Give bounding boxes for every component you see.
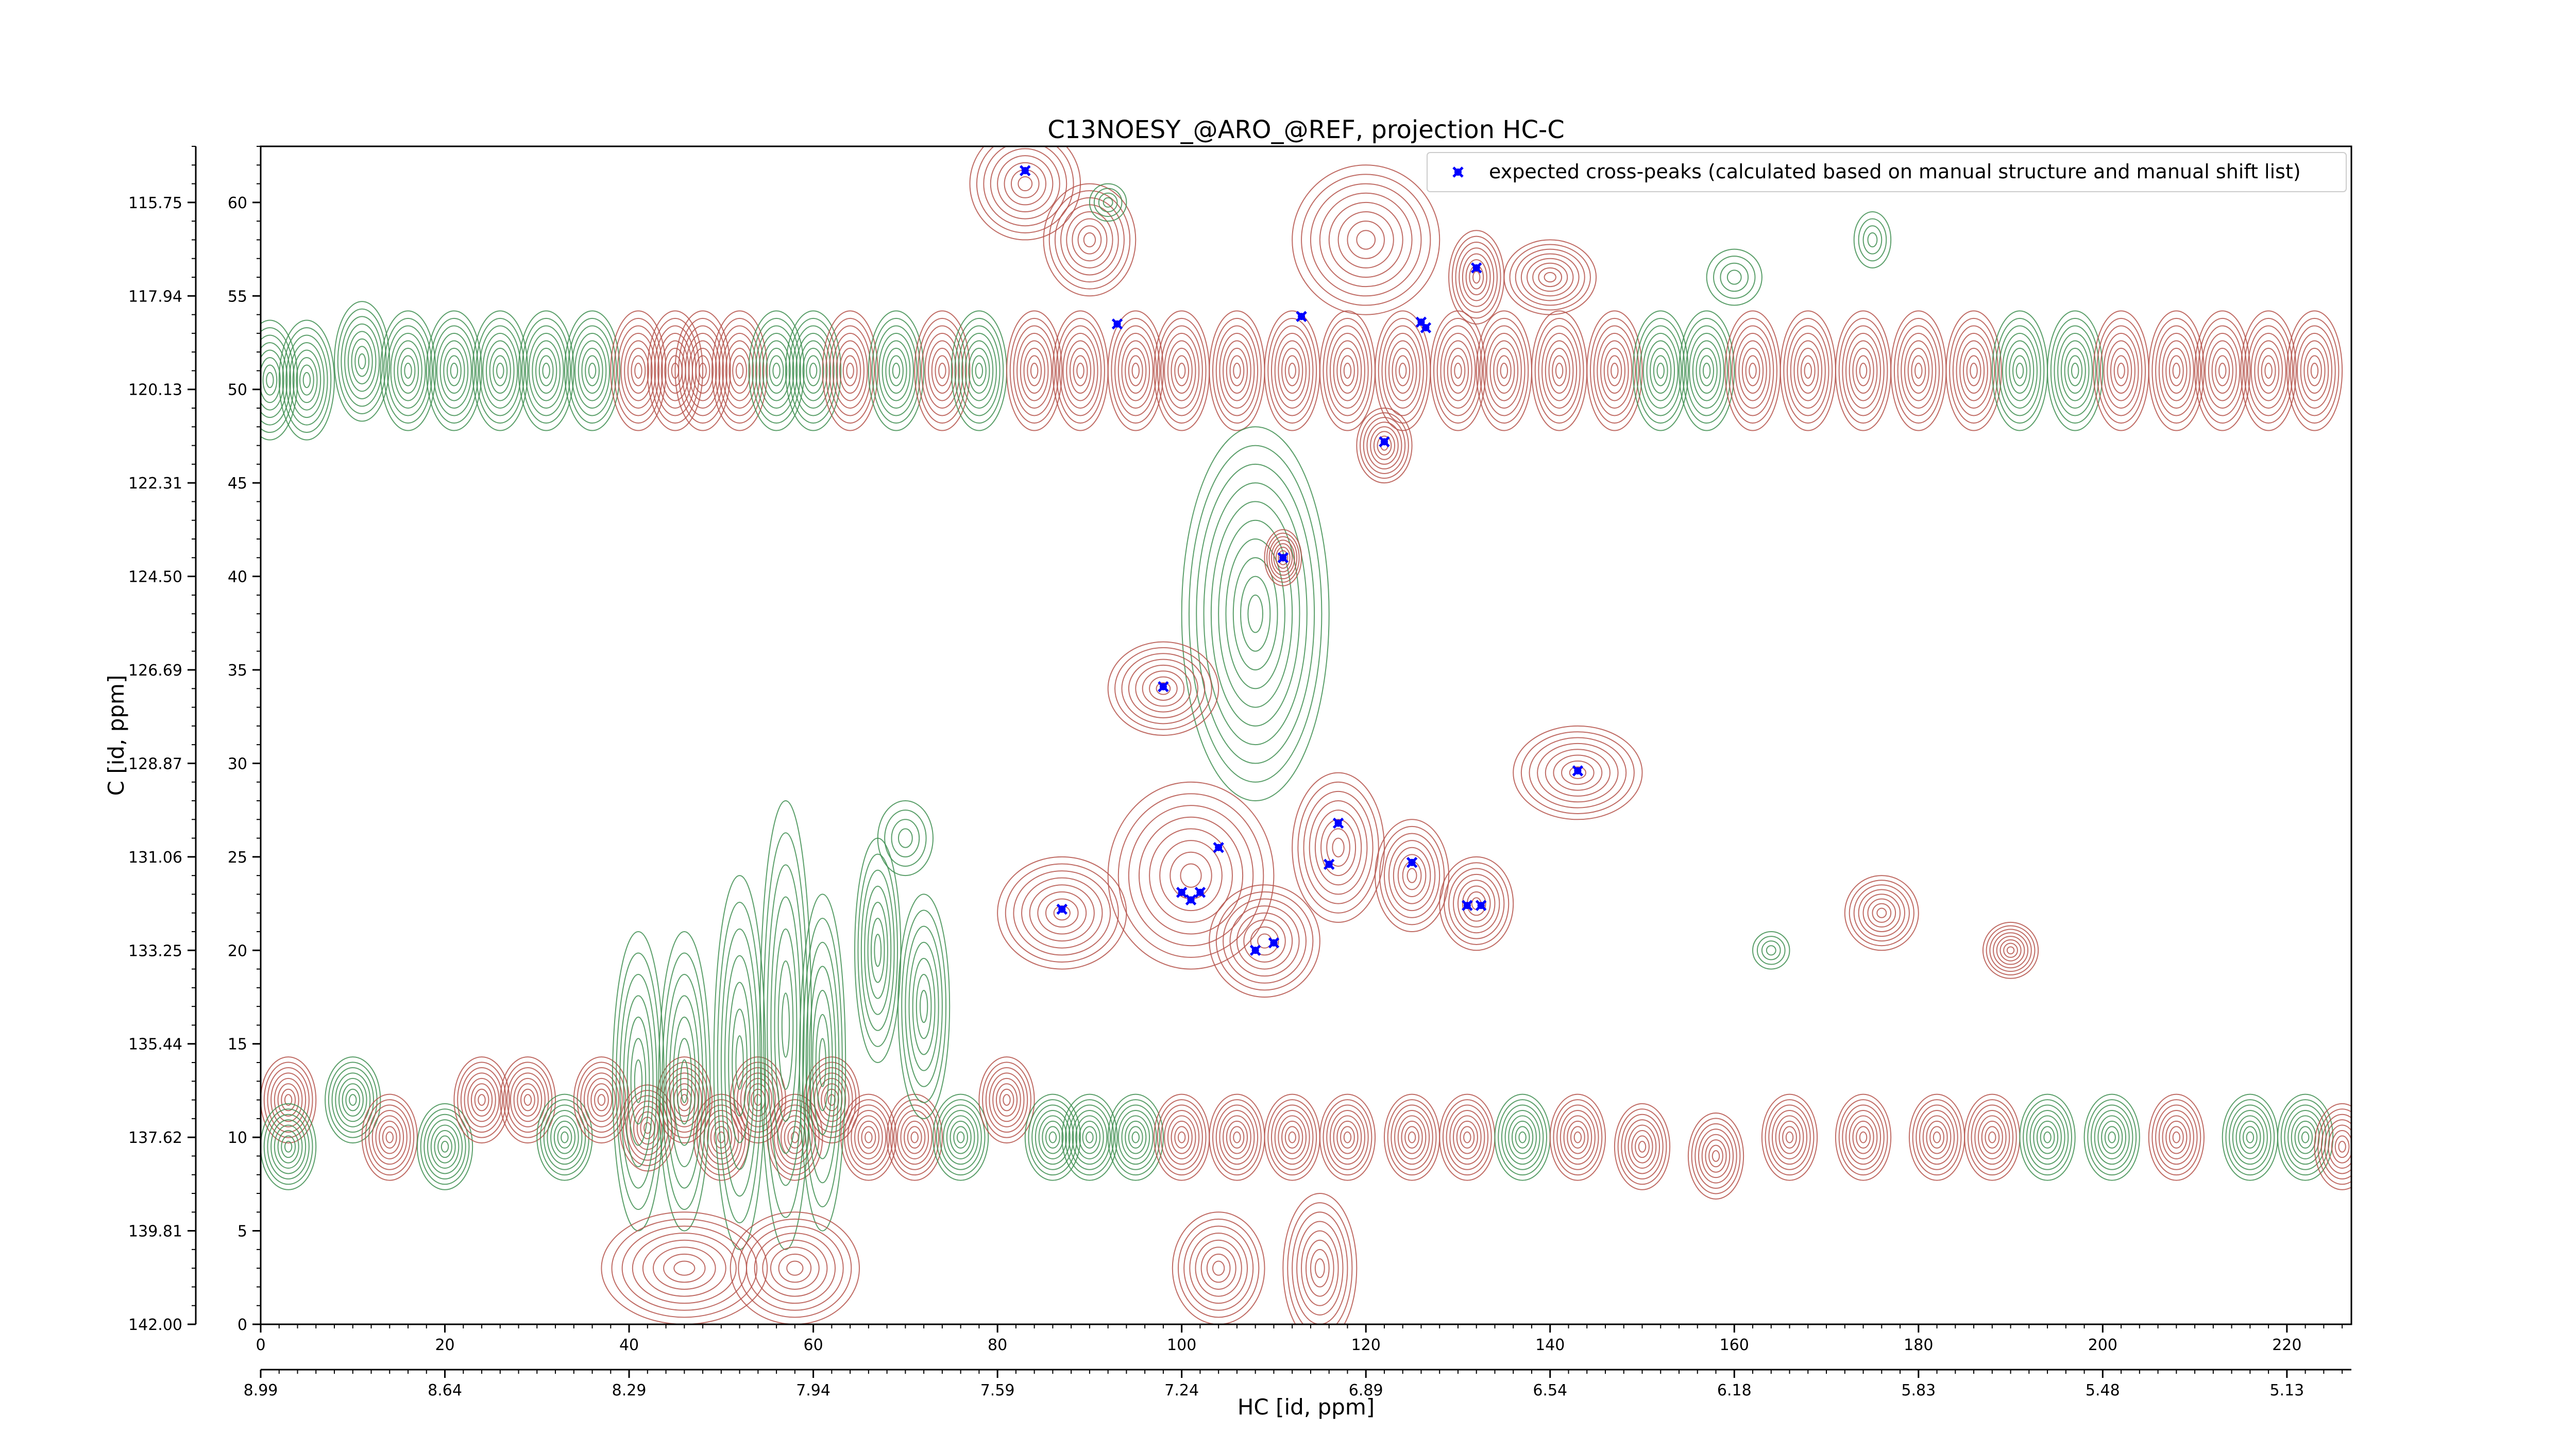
x-index-tick-label: 160 bbox=[1720, 1336, 1749, 1354]
x-index-tick-label: 200 bbox=[2088, 1336, 2117, 1354]
y-ppm-tick-label: 124.50 bbox=[128, 568, 182, 586]
y-index-tick-label: 60 bbox=[228, 194, 247, 212]
x-ppm-tick-label: 8.99 bbox=[244, 1381, 278, 1400]
y-index-tick-label: 0 bbox=[238, 1316, 247, 1334]
chart-title: C13NOESY_@ARO_@REF, projection HC-C bbox=[1047, 115, 1565, 144]
cross-peak-marker bbox=[1406, 856, 1418, 868]
cross-peak-marker bbox=[1323, 858, 1335, 870]
cross-peak-marker bbox=[1213, 841, 1224, 853]
cross-peak-marker bbox=[1268, 937, 1280, 949]
cross-peak-markers bbox=[1019, 165, 1584, 956]
cross-peak-marker bbox=[1470, 262, 1482, 274]
y-index-tick-label: 40 bbox=[228, 568, 247, 586]
plot-area-border bbox=[260, 145, 2352, 1325]
y-ppm-tick-label: 135.44 bbox=[128, 1036, 182, 1054]
x-ppm-tick-label: 5.83 bbox=[1901, 1381, 1936, 1400]
x-ppm-tick-label: 5.48 bbox=[2086, 1381, 2120, 1400]
y-ppm-tick-label: 133.25 bbox=[128, 942, 182, 960]
x-index-tick-label: 20 bbox=[435, 1336, 454, 1354]
cross-peak-marker bbox=[1111, 318, 1123, 330]
y-ppm-tick-label: 126.69 bbox=[128, 662, 182, 680]
y-index-tick-label: 35 bbox=[228, 662, 247, 680]
y-axis-label: C [id, ppm] bbox=[104, 675, 129, 796]
x-ppm-tick-label: 8.64 bbox=[428, 1381, 462, 1400]
y-index-tick-label: 45 bbox=[228, 475, 247, 493]
x-ppm-tick-label: 6.54 bbox=[1533, 1381, 1567, 1400]
y-ppm-tick-label: 131.06 bbox=[128, 849, 182, 867]
cross-peak-marker bbox=[1462, 900, 1473, 911]
x-ppm-tick-label: 5.13 bbox=[2269, 1381, 2304, 1400]
cross-peak-marker bbox=[1475, 900, 1487, 911]
y-ppm-tick-label: 120.13 bbox=[128, 381, 182, 399]
x-ppm-tick-label: 7.59 bbox=[980, 1381, 1015, 1400]
y-index-tick-label: 50 bbox=[228, 381, 247, 399]
x-index-tick-label: 40 bbox=[619, 1336, 639, 1354]
axes: 08.99208.64408.29607.94807.591007.241206… bbox=[128, 146, 2351, 1400]
cross-peak-marker bbox=[1176, 887, 1188, 898]
cross-peak-marker bbox=[1332, 817, 1344, 829]
x-index-tick-label: 180 bbox=[1904, 1336, 1933, 1354]
x-ppm-tick-label: 7.24 bbox=[1164, 1381, 1199, 1400]
y-index-tick-label: 55 bbox=[228, 288, 247, 306]
y-index-tick-label: 30 bbox=[228, 755, 247, 773]
cross-peak-marker bbox=[1296, 311, 1307, 322]
cross-peak-marker bbox=[1379, 436, 1390, 448]
y-ppm-tick-label: 139.81 bbox=[128, 1223, 182, 1241]
x-index-tick-label: 0 bbox=[256, 1336, 265, 1354]
legend-label: expected cross-peaks (calculated based o… bbox=[1489, 160, 2301, 183]
cross-peak-marker bbox=[1056, 903, 1068, 915]
legend-marker-symbol bbox=[1452, 166, 1464, 178]
x-ppm-tick-label: 6.89 bbox=[1349, 1381, 1383, 1400]
legend: expected cross-peaks (calculated based o… bbox=[1427, 152, 2347, 192]
x-index-tick-label: 60 bbox=[804, 1336, 823, 1354]
cross-peak-marker bbox=[1572, 765, 1584, 777]
y-ppm-tick-label: 122.31 bbox=[128, 475, 182, 493]
x-index-tick-label: 100 bbox=[1167, 1336, 1196, 1354]
legend-box bbox=[1427, 152, 2347, 192]
x-ppm-tick-label: 6.18 bbox=[1717, 1381, 1752, 1400]
x-index-tick-label: 140 bbox=[1535, 1336, 1565, 1354]
y-index-tick-label: 25 bbox=[228, 849, 247, 867]
cross-peak-marker bbox=[1194, 887, 1206, 898]
y-ppm-tick-label: 142.00 bbox=[128, 1316, 182, 1334]
cross-peak-marker bbox=[1185, 894, 1197, 906]
contour-map bbox=[261, 146, 2351, 1324]
y-index-tick-label: 10 bbox=[228, 1129, 247, 1147]
x-ppm-tick-label: 7.94 bbox=[796, 1381, 831, 1400]
y-ppm-tick-label: 128.87 bbox=[128, 755, 182, 773]
cross-peak-marker bbox=[1158, 681, 1169, 693]
cross-peak-marker bbox=[1249, 945, 1261, 956]
y-index-tick-label: 20 bbox=[228, 942, 247, 960]
legend-marker bbox=[1452, 166, 1464, 178]
y-ppm-tick-label: 137.62 bbox=[128, 1129, 182, 1147]
cross-peak-marker bbox=[1420, 322, 1432, 333]
x-index-tick-label: 80 bbox=[988, 1336, 1007, 1354]
y-index-tick-label: 15 bbox=[228, 1036, 247, 1054]
cross-peak-marker bbox=[1019, 165, 1031, 176]
y-index-tick-label: 5 bbox=[238, 1223, 247, 1241]
x-index-tick-label: 220 bbox=[2272, 1336, 2301, 1354]
plot-frame bbox=[260, 145, 2352, 1325]
x-index-tick-label: 120 bbox=[1351, 1336, 1381, 1354]
x-axis-label: HC [id, ppm] bbox=[1238, 1394, 1375, 1420]
y-ppm-tick-label: 117.94 bbox=[128, 288, 182, 306]
cross-peak-marker bbox=[1277, 552, 1289, 564]
y-ppm-tick-label: 115.75 bbox=[128, 194, 182, 212]
x-ppm-tick-label: 8.29 bbox=[612, 1381, 647, 1400]
